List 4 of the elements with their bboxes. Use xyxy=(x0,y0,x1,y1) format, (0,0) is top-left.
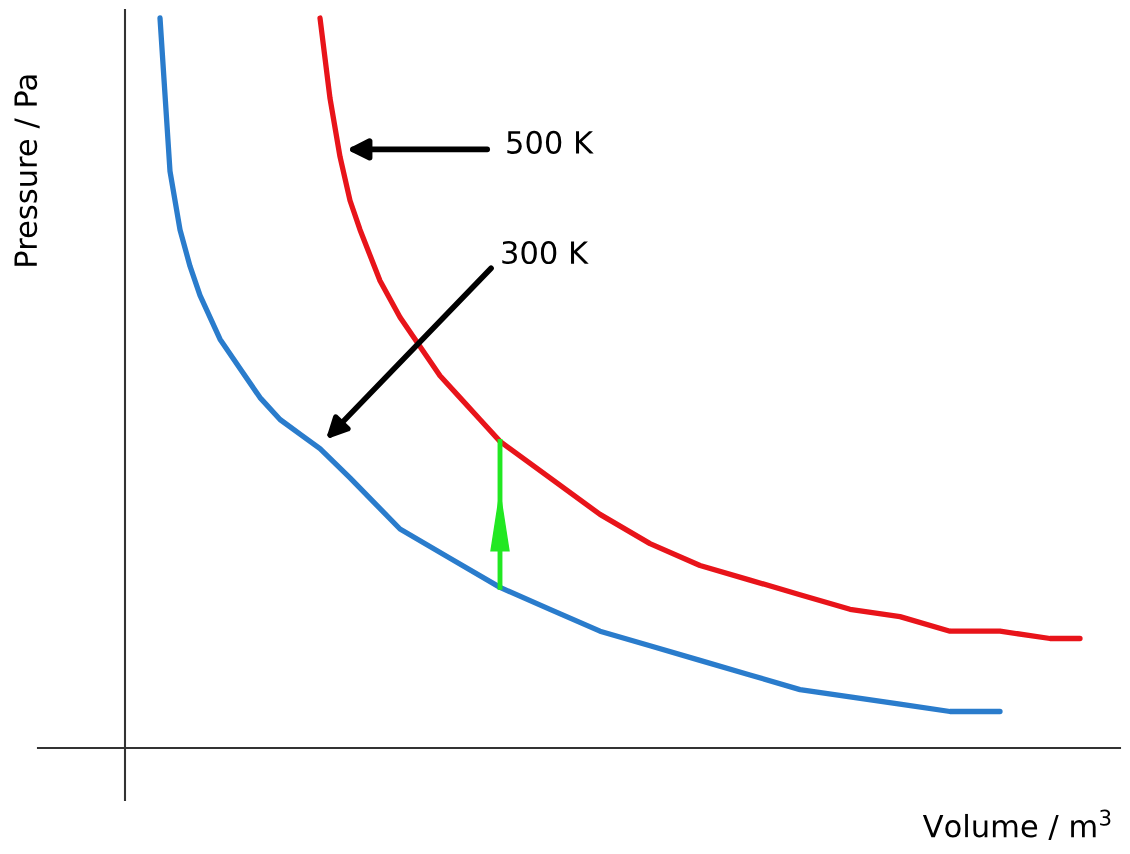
annotation: 300 K xyxy=(502,241,589,265)
annotation: 500 K xyxy=(507,130,594,154)
y-axis-title: Pressure / Pa xyxy=(14,75,40,266)
x-axis-title: Volume / m$^{3}$ xyxy=(922,809,1111,840)
